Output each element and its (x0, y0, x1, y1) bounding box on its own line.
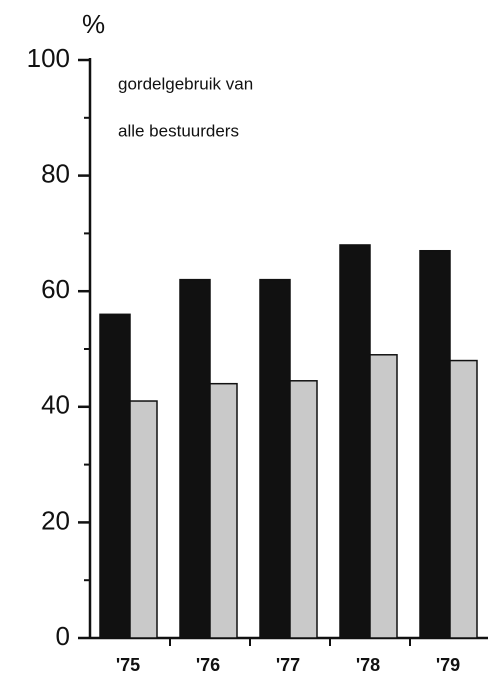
bar (259, 278, 291, 639)
y-tick-label: 60 (41, 274, 70, 304)
x-tick-label: '75 (116, 655, 140, 675)
x-tick-label: '79 (436, 655, 460, 675)
bar (129, 400, 158, 639)
x-tick-label: '76 (196, 655, 220, 675)
y-tick-label: 20 (41, 505, 70, 535)
bar (99, 313, 131, 639)
bar (289, 380, 318, 639)
y-tick-label: 40 (41, 390, 70, 420)
annotation: gordelgebruik van (118, 74, 253, 93)
x-tick-label: '77 (276, 655, 300, 675)
bar (449, 359, 478, 639)
bar (339, 244, 371, 639)
x-tick-label: '78 (356, 655, 380, 675)
bar (419, 249, 451, 639)
bar (209, 382, 238, 639)
bar (369, 354, 398, 639)
y-tick-label: 80 (41, 158, 70, 188)
annotation: alle bestuurders (118, 121, 239, 140)
bar (179, 278, 211, 639)
y-axis-label: % (82, 9, 105, 39)
y-tick-label: 100 (27, 43, 70, 73)
y-tick-label: 0 (56, 621, 70, 651)
